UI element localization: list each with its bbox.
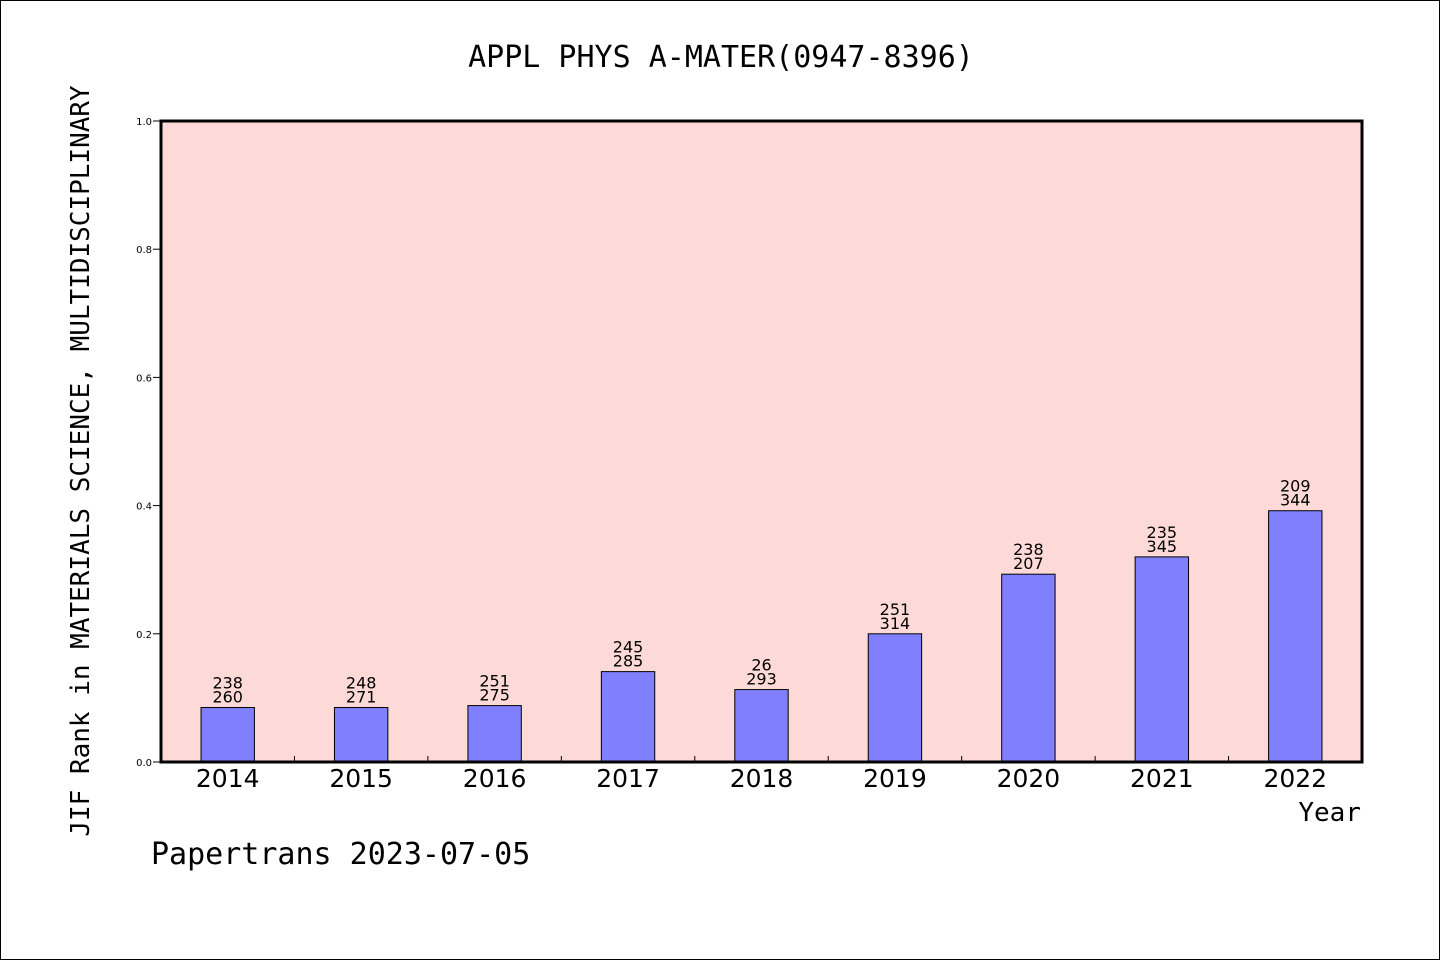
bar-2020 [1001,573,1056,763]
x-tick-label: 2019 [863,764,927,793]
y-axis-label: JIF Rank in MATERIALS SCIENCE, MULTIDISC… [66,85,96,837]
y-tick-label: 0.2 [136,630,152,641]
credit-text: Papertrans 2023-07-05 [151,837,530,872]
bar-2015 [333,707,389,763]
x-tick-label: 2022 [1263,764,1327,793]
bar-label-bottom: 344 [1280,491,1311,510]
bar-label-top: 248 [346,674,377,693]
bar-2022 [1268,510,1323,763]
bar-label-top: 238 [212,674,243,693]
y-tick-label: 0.6 [136,373,152,384]
bar-label-top: 209 [1280,477,1311,496]
x-tick-label: 2015 [329,764,393,793]
x-axis-label: Year [1298,798,1361,828]
bar-label-bottom: 345 [1147,537,1178,556]
bar-2018 [734,689,789,763]
bar-2019 [867,633,923,763]
bar-label-bottom: 271 [346,688,377,707]
bar-label-top: 26 [751,656,771,675]
bar-2014 [200,707,255,763]
x-tick-label: 2018 [730,764,794,793]
chart-title: APPL PHYS A-MATER(0947-8396) [468,40,974,75]
bar-label-bottom: 293 [746,670,777,689]
bar-series [200,510,1323,763]
bar-label-top: 251 [479,672,510,691]
bar-label-bottom: 285 [613,652,644,671]
bar-label-bottom: 207 [1013,554,1044,573]
bar-2017 [600,671,656,763]
bar-2021 [1134,556,1190,763]
x-tick-label: 2016 [463,764,527,793]
y-tick-label: 0.0 [136,758,152,769]
x-tick-label: 2021 [1130,764,1194,793]
bar-2016 [467,705,522,763]
bar-label-top: 245 [613,638,644,657]
x-axis: 2014 2015 2016 2017 2018 2019 2020 2021 2022 [196,756,1327,793]
y-tick-label: 0.8 [136,245,152,256]
bar-label-top: 235 [1147,523,1178,542]
y-tick-label: 0.4 [136,502,152,513]
bar-label-bottom: 275 [479,686,510,705]
bar-label-bottom: 314 [880,614,911,633]
bar-label-top: 238 [1013,540,1044,559]
x-tick-label: 2017 [596,764,660,793]
bar-label-top: 251 [880,600,911,619]
x-tick-label: 2014 [196,764,260,793]
y-tick-label: 1.0 [136,117,152,128]
bar-label-bottom: 260 [212,688,243,707]
x-tick-label: 2020 [997,764,1061,793]
y-axis: 0.0 0.2 0.4 0.6 0.8 1.0 [136,117,161,769]
plot-border [159,119,1364,764]
